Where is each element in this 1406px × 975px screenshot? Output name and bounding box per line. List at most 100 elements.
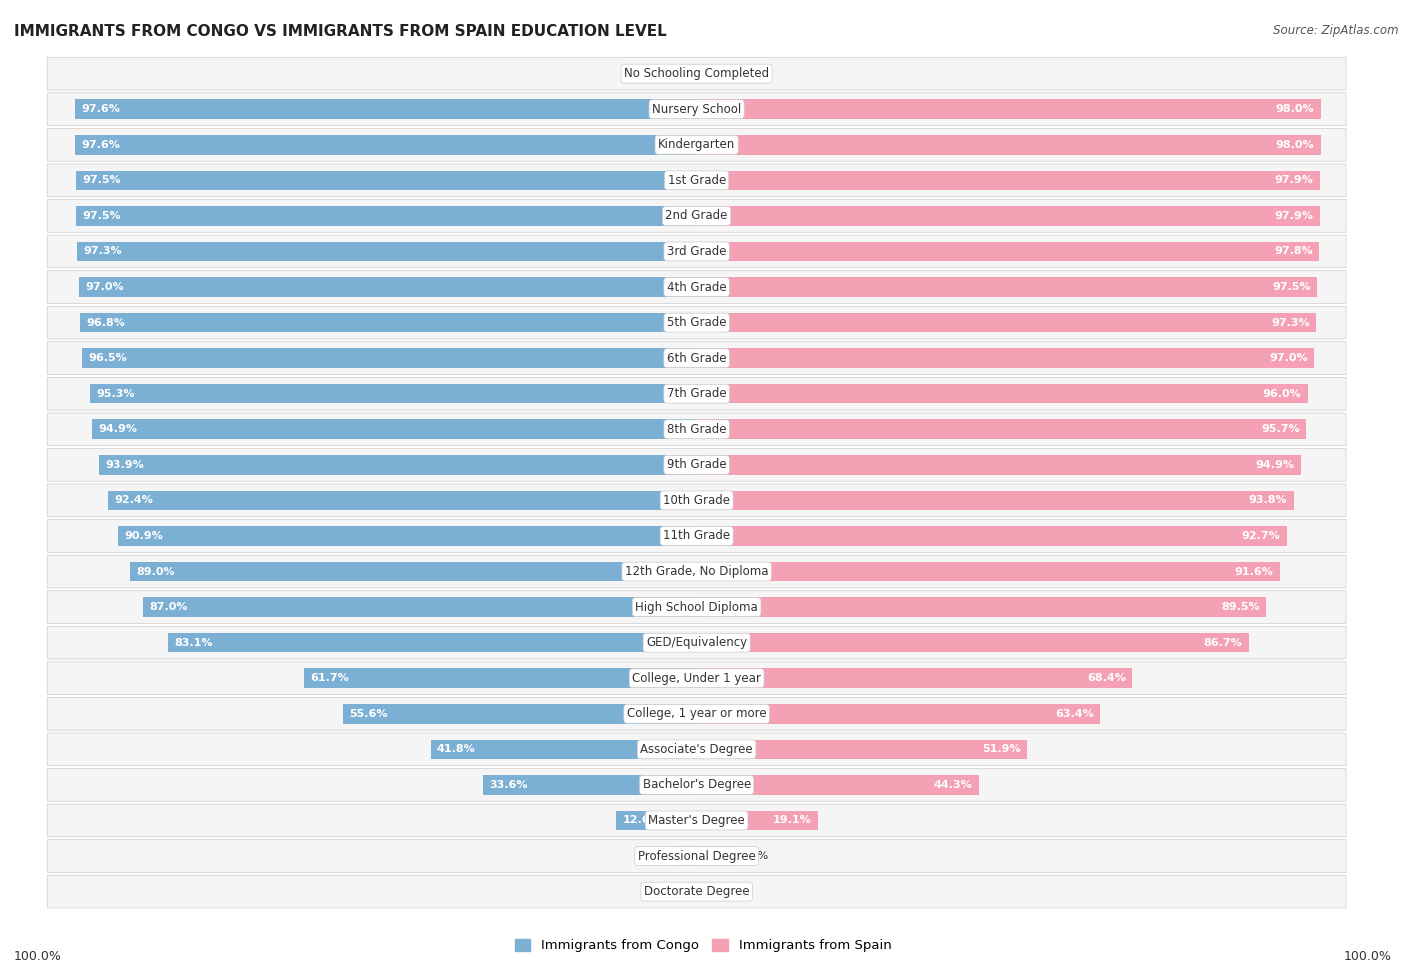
Text: College, 1 year or more: College, 1 year or more bbox=[627, 707, 766, 721]
Bar bbox=[93, 419, 696, 439]
Text: High School Diploma: High School Diploma bbox=[636, 601, 758, 613]
Text: 8th Grade: 8th Grade bbox=[666, 423, 727, 436]
Text: Nursery School: Nursery School bbox=[652, 102, 741, 116]
Text: 94.9%: 94.9% bbox=[1256, 460, 1295, 470]
Bar bbox=[616, 810, 696, 831]
Text: 41.8%: 41.8% bbox=[437, 744, 475, 755]
Text: 83.1%: 83.1% bbox=[174, 638, 212, 647]
Text: 97.5%: 97.5% bbox=[82, 176, 121, 185]
Text: 97.6%: 97.6% bbox=[82, 139, 121, 150]
Text: College, Under 1 year: College, Under 1 year bbox=[633, 672, 761, 684]
Text: 97.0%: 97.0% bbox=[1270, 353, 1308, 363]
Text: Associate's Degree: Associate's Degree bbox=[640, 743, 754, 756]
Bar bbox=[76, 99, 696, 119]
Text: Doctorate Degree: Doctorate Degree bbox=[644, 885, 749, 898]
Bar bbox=[673, 846, 696, 866]
Bar bbox=[76, 135, 696, 155]
FancyBboxPatch shape bbox=[48, 839, 1346, 873]
Text: 92.7%: 92.7% bbox=[1241, 531, 1281, 541]
Bar bbox=[696, 277, 1317, 296]
Bar bbox=[118, 526, 696, 546]
FancyBboxPatch shape bbox=[48, 662, 1346, 694]
Text: 3.6%: 3.6% bbox=[643, 851, 671, 861]
Text: 97.3%: 97.3% bbox=[1271, 318, 1310, 328]
FancyBboxPatch shape bbox=[48, 876, 1346, 908]
Bar bbox=[304, 669, 696, 688]
Text: 63.4%: 63.4% bbox=[1054, 709, 1094, 719]
Text: 97.8%: 97.8% bbox=[1274, 247, 1313, 256]
Text: 95.3%: 95.3% bbox=[96, 389, 135, 399]
Text: 7th Grade: 7th Grade bbox=[666, 387, 727, 400]
Text: 97.5%: 97.5% bbox=[82, 211, 121, 221]
Bar bbox=[696, 242, 1319, 261]
FancyBboxPatch shape bbox=[48, 804, 1346, 837]
Text: 55.6%: 55.6% bbox=[349, 709, 388, 719]
Bar bbox=[79, 277, 696, 296]
Text: 6th Grade: 6th Grade bbox=[666, 352, 727, 365]
Bar bbox=[108, 490, 696, 510]
FancyBboxPatch shape bbox=[48, 733, 1346, 765]
FancyBboxPatch shape bbox=[48, 697, 1346, 730]
FancyBboxPatch shape bbox=[48, 93, 1346, 126]
Text: 2.0%: 2.0% bbox=[713, 68, 741, 79]
Bar bbox=[696, 810, 818, 831]
Bar bbox=[98, 455, 696, 475]
FancyBboxPatch shape bbox=[48, 306, 1346, 339]
Bar bbox=[696, 99, 1320, 119]
Text: 51.9%: 51.9% bbox=[981, 744, 1021, 755]
FancyBboxPatch shape bbox=[48, 129, 1346, 161]
FancyBboxPatch shape bbox=[48, 58, 1346, 90]
Text: 96.0%: 96.0% bbox=[1263, 389, 1302, 399]
Bar bbox=[696, 526, 1286, 546]
Text: 10th Grade: 10th Grade bbox=[664, 494, 730, 507]
Bar bbox=[696, 775, 979, 795]
Text: 87.0%: 87.0% bbox=[149, 603, 187, 612]
Text: IMMIGRANTS FROM CONGO VS IMMIGRANTS FROM SPAIN EDUCATION LEVEL: IMMIGRANTS FROM CONGO VS IMMIGRANTS FROM… bbox=[14, 24, 666, 39]
Bar bbox=[696, 704, 1101, 723]
Text: 2nd Grade: 2nd Grade bbox=[665, 210, 728, 222]
FancyBboxPatch shape bbox=[48, 768, 1346, 801]
Text: 44.3%: 44.3% bbox=[934, 780, 973, 790]
Bar bbox=[696, 455, 1301, 475]
Bar bbox=[696, 313, 1316, 332]
Text: 97.9%: 97.9% bbox=[1275, 176, 1313, 185]
Bar bbox=[696, 171, 1320, 190]
Legend: Immigrants from Congo, Immigrants from Spain: Immigrants from Congo, Immigrants from S… bbox=[509, 934, 897, 957]
Text: Kindergarten: Kindergarten bbox=[658, 138, 735, 151]
Text: 6.3%: 6.3% bbox=[740, 851, 768, 861]
Bar bbox=[696, 881, 713, 901]
Text: 11th Grade: 11th Grade bbox=[664, 529, 730, 542]
FancyBboxPatch shape bbox=[48, 413, 1346, 446]
Bar bbox=[696, 633, 1249, 652]
FancyBboxPatch shape bbox=[48, 200, 1346, 232]
Text: 1st Grade: 1st Grade bbox=[668, 174, 725, 187]
Text: 1.6%: 1.6% bbox=[655, 886, 683, 897]
Text: 12.6%: 12.6% bbox=[623, 815, 662, 826]
Text: 5th Grade: 5th Grade bbox=[666, 316, 727, 330]
Text: 93.8%: 93.8% bbox=[1249, 495, 1288, 505]
Text: 86.7%: 86.7% bbox=[1204, 638, 1243, 647]
Bar bbox=[77, 242, 696, 261]
Bar bbox=[696, 598, 1267, 617]
Text: 4th Grade: 4th Grade bbox=[666, 281, 727, 293]
Text: 2.4%: 2.4% bbox=[650, 68, 678, 79]
Text: 94.9%: 94.9% bbox=[98, 424, 138, 434]
Text: 93.9%: 93.9% bbox=[105, 460, 143, 470]
Bar bbox=[696, 64, 710, 84]
Bar bbox=[682, 64, 696, 84]
Text: Source: ZipAtlas.com: Source: ZipAtlas.com bbox=[1274, 24, 1399, 37]
Text: 9th Grade: 9th Grade bbox=[666, 458, 727, 471]
Bar bbox=[167, 633, 696, 652]
Bar bbox=[129, 562, 696, 581]
Bar bbox=[696, 206, 1320, 225]
Bar bbox=[696, 490, 1294, 510]
Text: 3rd Grade: 3rd Grade bbox=[666, 245, 727, 258]
FancyBboxPatch shape bbox=[48, 555, 1346, 588]
Text: 89.0%: 89.0% bbox=[136, 566, 174, 576]
Text: 90.9%: 90.9% bbox=[124, 531, 163, 541]
Bar bbox=[696, 135, 1320, 155]
Bar bbox=[696, 348, 1315, 368]
Bar bbox=[76, 206, 696, 225]
Text: 12th Grade, No Diploma: 12th Grade, No Diploma bbox=[624, 566, 769, 578]
Text: No Schooling Completed: No Schooling Completed bbox=[624, 67, 769, 80]
